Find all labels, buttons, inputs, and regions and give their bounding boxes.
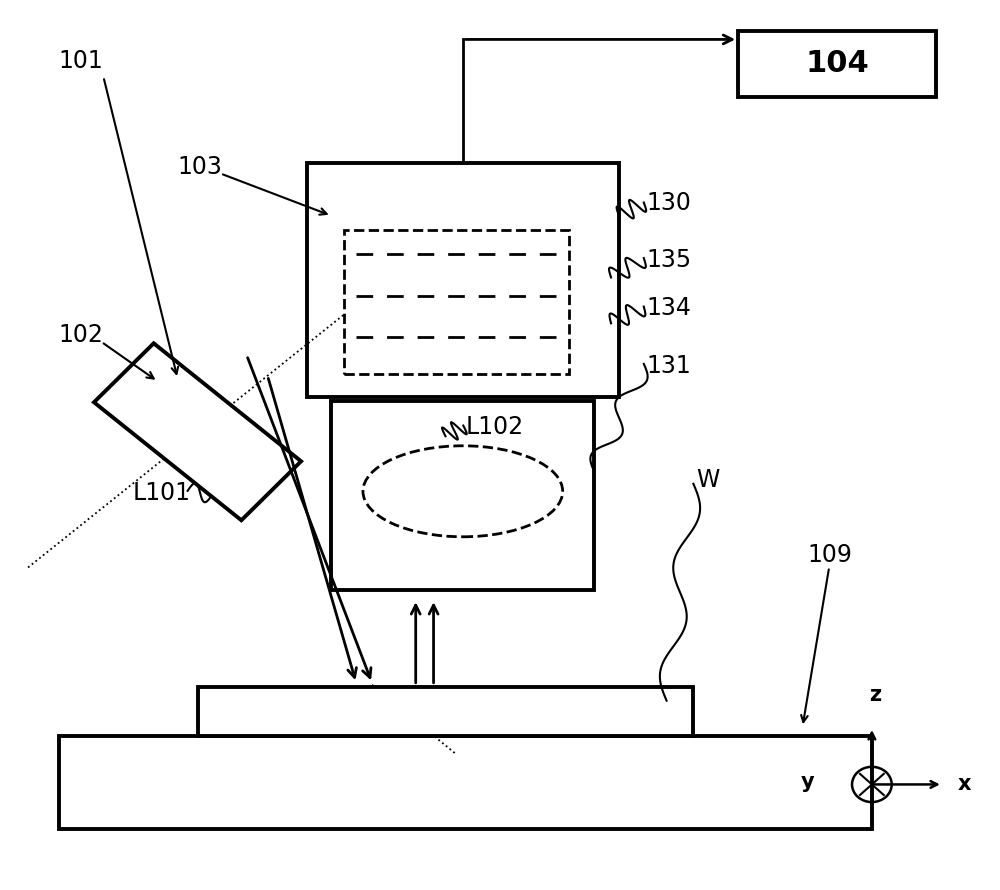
Bar	[307, 163, 619, 397]
Text: y: y	[801, 772, 814, 792]
Text: L102: L102	[465, 416, 523, 440]
Text: 104: 104	[805, 49, 869, 78]
Text: 135: 135	[647, 247, 692, 271]
Text: L101: L101	[133, 481, 191, 506]
Text: 101: 101	[59, 50, 103, 74]
Bar	[331, 400, 594, 590]
Ellipse shape	[363, 446, 563, 537]
Text: 102: 102	[59, 323, 104, 347]
Bar	[344, 230, 569, 375]
Bar	[738, 30, 936, 97]
Text: 109: 109	[807, 543, 852, 567]
Text: 134: 134	[647, 296, 692, 320]
Text: 130: 130	[647, 190, 692, 214]
Bar	[94, 344, 301, 521]
Text: x: x	[958, 774, 971, 795]
Bar	[59, 736, 872, 829]
Text: z: z	[869, 685, 881, 705]
Text: 103: 103	[178, 155, 223, 179]
Bar	[198, 687, 693, 736]
Text: 131: 131	[647, 353, 692, 377]
Text: W: W	[696, 468, 720, 492]
